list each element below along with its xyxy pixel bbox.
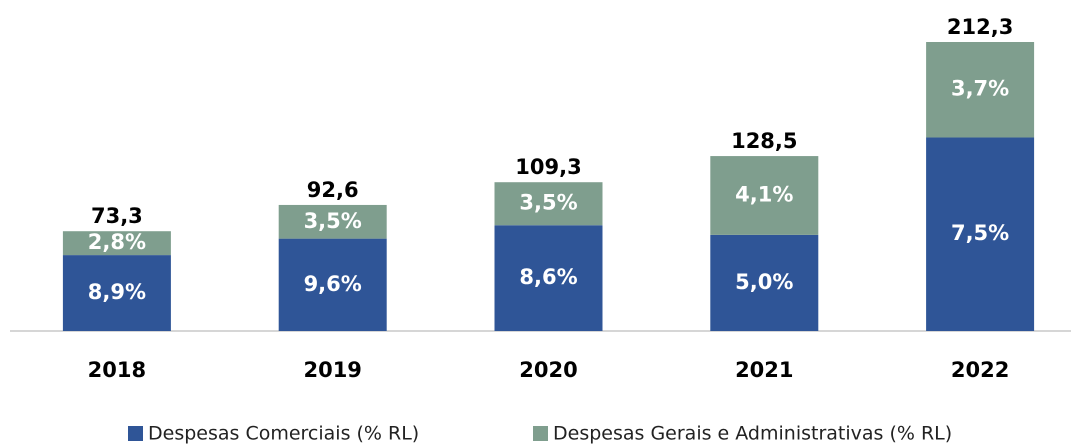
total-label: 73,3 xyxy=(91,204,143,228)
x-tick-label: 2022 xyxy=(951,358,1009,382)
segment-label: 8,6% xyxy=(519,265,577,289)
bar-segment xyxy=(62,231,171,256)
bar-segment xyxy=(710,234,819,331)
segment-label: 2,8% xyxy=(88,230,146,254)
bar-segment xyxy=(926,137,1035,331)
segment-label: 8,9% xyxy=(88,280,146,304)
segment-label: 3,7% xyxy=(951,77,1009,101)
bar-segment xyxy=(494,182,603,226)
total-label: 92,6 xyxy=(307,178,359,202)
bar-segment xyxy=(278,204,387,239)
segment-label: 7,5% xyxy=(951,221,1009,245)
bar-segment xyxy=(926,42,1035,138)
bar-segment xyxy=(710,156,819,235)
x-tick-label: 2018 xyxy=(88,358,146,382)
legend-label: Despesas Comerciais (% RL) xyxy=(148,423,419,445)
total-label: 109,3 xyxy=(515,155,581,179)
segment-label: 3,5% xyxy=(304,209,362,233)
legend-swatch xyxy=(128,426,143,441)
total-label: 212,3 xyxy=(947,15,1013,39)
total-label: 128,5 xyxy=(731,129,797,153)
legend-swatch xyxy=(533,426,548,441)
segment-label: 9,6% xyxy=(304,272,362,296)
segment-label: 3,5% xyxy=(519,191,577,215)
bar-segment xyxy=(62,255,171,331)
x-tick-label: 2019 xyxy=(303,358,361,382)
bar-segment xyxy=(278,238,387,331)
x-tick-label: 2020 xyxy=(519,358,577,382)
x-tick-label: 2021 xyxy=(735,358,793,382)
segment-label: 5,0% xyxy=(735,270,793,294)
legend-label: Despesas Gerais e Administrativas (% RL) xyxy=(553,423,952,445)
segment-label: 4,1% xyxy=(735,182,793,206)
bar-segment xyxy=(494,225,603,331)
